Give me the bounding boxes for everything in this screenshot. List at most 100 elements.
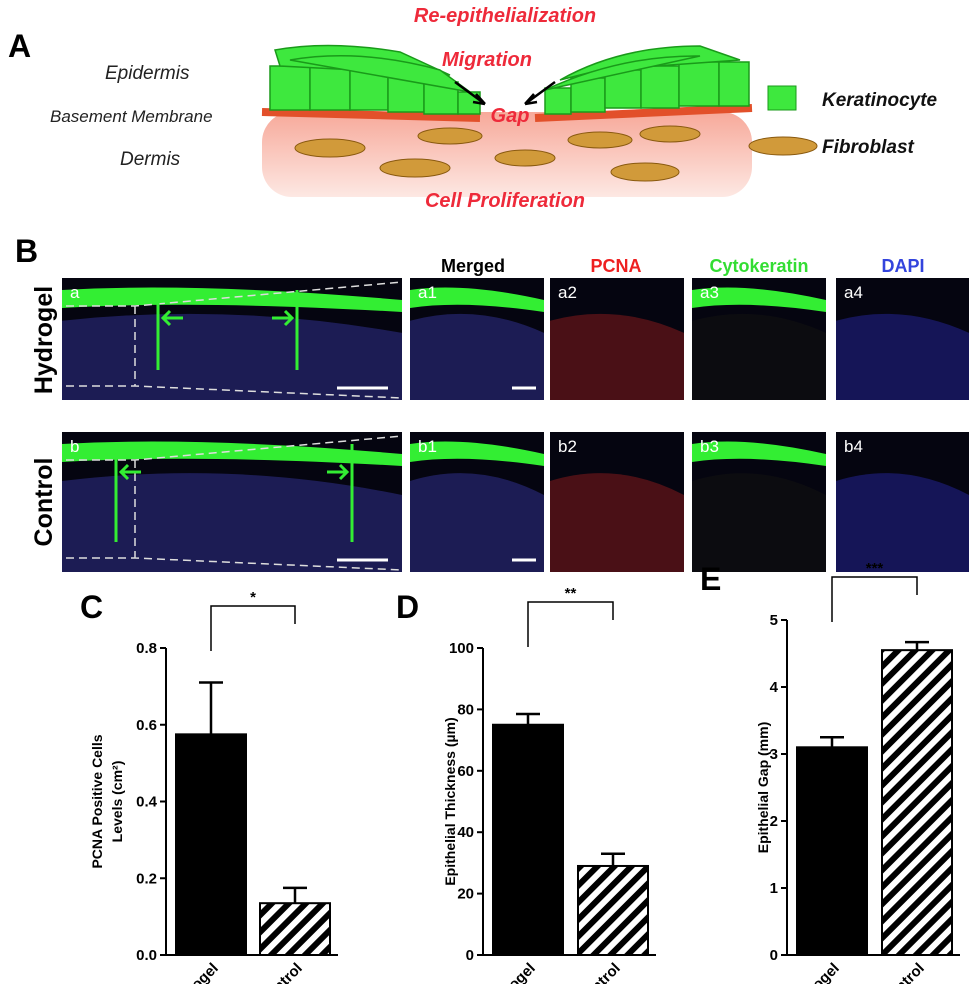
- y-tick-label: 0.6: [136, 717, 157, 734]
- y-tick-label: 0.4: [136, 794, 158, 811]
- x-tick-label: Hydrogel: [481, 960, 539, 984]
- y-tick-label: 4: [770, 679, 779, 696]
- gap-arrow: [118, 463, 141, 481]
- fibroblast-key: [748, 136, 818, 156]
- y-tick-label: 0.0: [136, 947, 157, 964]
- panel-label: D: [396, 589, 419, 625]
- layer-label: Dermis: [120, 149, 181, 170]
- y-tick-label: 80: [457, 701, 474, 718]
- y-tick-label: 100: [449, 640, 474, 657]
- keratinocyte-key: [767, 85, 797, 111]
- y-tick-label: 0.2: [136, 870, 157, 887]
- column-header: PCNA: [590, 256, 641, 276]
- fibroblasts: [294, 125, 701, 182]
- row-label: Control: [30, 458, 58, 547]
- epidermis: [410, 287, 544, 312]
- y-tick-label: 0.8: [136, 640, 157, 657]
- image-label: a2: [558, 283, 577, 302]
- significance-bracket: [831, 576, 918, 622]
- y-tick-label: 5: [770, 612, 778, 629]
- keratinocytes: [269, 44, 750, 115]
- image-label: a1: [418, 283, 437, 302]
- y-tick-label: 3: [770, 746, 778, 763]
- epidermis: [62, 441, 402, 466]
- bar: [259, 902, 331, 956]
- epidermis: [692, 441, 826, 466]
- schematic: [261, 44, 818, 197]
- y-axis-label: Epithelial Gap (mm): [755, 722, 771, 853]
- y-tick-label: 2: [770, 813, 778, 830]
- layer-label: Epidermis: [105, 63, 190, 84]
- significance-label: **: [565, 585, 577, 602]
- tissue: [62, 313, 402, 400]
- gap-label: Gap: [491, 105, 530, 127]
- column-header: DAPI: [881, 256, 924, 276]
- error-bar: [820, 736, 844, 748]
- top-label: Re-epithelialization: [414, 5, 596, 27]
- tissue: [692, 473, 826, 572]
- tissue: [62, 473, 402, 572]
- migration-arrows: [454, 80, 556, 106]
- y-tick-label: 1: [770, 880, 778, 897]
- significance-label: *: [250, 589, 256, 606]
- image-label: a4: [844, 283, 863, 302]
- row-label: Hydrogel: [30, 286, 58, 394]
- epidermis: [692, 287, 826, 312]
- tissue: [550, 313, 684, 400]
- micrograph: [550, 432, 684, 572]
- error-bar: [199, 681, 223, 735]
- error-bar: [905, 640, 929, 651]
- error-bar: [601, 852, 625, 866]
- tissue: [410, 313, 544, 400]
- legend-label: Fibroblast: [822, 137, 915, 158]
- image-label: b: [70, 437, 79, 456]
- image-label: b4: [844, 437, 863, 456]
- panel-label: A: [8, 28, 31, 64]
- image-label: a3: [700, 283, 719, 302]
- layer-label: Basement Membrane: [50, 107, 213, 126]
- error-bar: [516, 712, 540, 725]
- bottom-label: Cell Proliferation: [425, 190, 585, 212]
- micrographs: a a1 a2 a3 a4 b b1 b2 b3 b4: [62, 278, 969, 572]
- x-tick-label: Hydrogel: [164, 960, 222, 984]
- tissue: [836, 473, 969, 572]
- bar: [492, 723, 564, 956]
- bar: [577, 864, 649, 956]
- x-tick-label: Hydrogel: [785, 960, 843, 984]
- bar: [881, 649, 953, 957]
- epidermis: [62, 287, 402, 312]
- y-tick-label: 20: [457, 886, 474, 903]
- image-label: b3: [700, 437, 719, 456]
- x-tick-label: Control: [878, 960, 928, 984]
- error-bar: [283, 886, 307, 904]
- x-tick-label: Control: [256, 960, 306, 984]
- micrograph: [550, 278, 684, 400]
- zoom-outline: [66, 435, 403, 571]
- micrograph: [836, 432, 969, 572]
- image-label: b2: [558, 437, 577, 456]
- y-axis-label: Levels (cm²): [109, 761, 125, 843]
- basement-membrane: [261, 104, 753, 122]
- y-axis-label: Epithelial Thickness (µm): [442, 717, 458, 885]
- column-header: Merged: [441, 256, 505, 276]
- zoom-outline: [66, 281, 403, 399]
- significance-bracket: [210, 605, 296, 651]
- y-tick-label: 40: [457, 824, 474, 841]
- significance-label: ***: [866, 560, 884, 577]
- tissue: [836, 313, 969, 400]
- panel-label: C: [80, 589, 103, 625]
- image-label: a: [70, 283, 80, 302]
- micrograph: [836, 278, 969, 400]
- charts: C 0.0 0.2 0.4 0.6 0.8 PCNA Positive Cells Level…: [80, 560, 960, 984]
- bar: [175, 733, 247, 956]
- y-tick-label: 0: [770, 947, 778, 964]
- epidermis: [410, 441, 544, 466]
- y-tick-label: 0: [466, 947, 474, 964]
- tissue: [550, 473, 684, 572]
- tissue: [692, 313, 826, 400]
- legend-label: Keratinocyte: [822, 90, 938, 111]
- panel-label: B: [15, 233, 38, 269]
- y-tick-label: 60: [457, 763, 474, 780]
- gap-arrow: [160, 309, 183, 327]
